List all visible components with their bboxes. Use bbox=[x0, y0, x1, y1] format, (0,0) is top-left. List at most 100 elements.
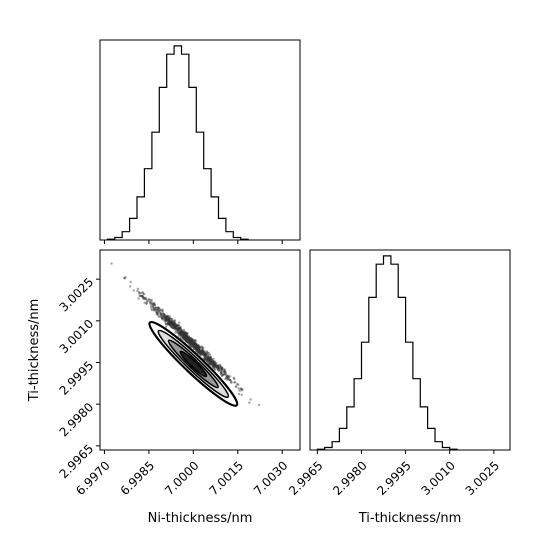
scatter-point bbox=[217, 366, 220, 370]
scatter-point bbox=[213, 361, 216, 364]
scatter-point bbox=[174, 326, 178, 329]
scatter-point bbox=[192, 342, 195, 345]
scatter-point bbox=[180, 332, 183, 335]
scatter-point bbox=[189, 341, 192, 344]
scatter-point bbox=[150, 298, 153, 302]
scatter-point bbox=[184, 339, 188, 342]
scatter-point bbox=[182, 334, 186, 338]
scatter-point bbox=[205, 360, 209, 363]
scatter-point bbox=[212, 361, 215, 364]
scatter-point bbox=[186, 332, 189, 335]
scatter-point bbox=[167, 317, 170, 320]
scatter-point bbox=[147, 299, 150, 303]
scatter-point bbox=[189, 337, 192, 340]
scatter-point bbox=[141, 296, 145, 300]
scatter-point bbox=[199, 350, 202, 354]
ni-histogram-bin bbox=[159, 87, 166, 240]
scatter-point bbox=[184, 335, 187, 338]
scatter-point bbox=[181, 332, 185, 335]
scatter-point bbox=[187, 341, 190, 344]
scatter-point bbox=[199, 349, 203, 352]
scatter-point bbox=[189, 341, 192, 344]
scatter-point bbox=[182, 337, 186, 340]
scatter-point bbox=[215, 365, 218, 368]
scatter-point bbox=[181, 337, 185, 340]
scatter-point bbox=[169, 322, 173, 325]
scatter-point bbox=[179, 332, 182, 336]
scatter-point bbox=[191, 339, 194, 342]
scatter-point bbox=[153, 303, 156, 307]
scatter-point bbox=[205, 355, 209, 359]
scatter-point bbox=[190, 341, 194, 344]
scatter-point bbox=[177, 324, 181, 327]
scatter-point bbox=[171, 324, 174, 327]
scatter-point bbox=[168, 320, 172, 324]
scatter-point bbox=[209, 362, 213, 365]
scatter-point bbox=[209, 355, 212, 358]
scatter-point bbox=[207, 356, 210, 359]
scatter-point bbox=[184, 338, 187, 342]
scatter-point bbox=[176, 330, 179, 333]
scatter-point bbox=[223, 368, 226, 372]
scatter-point bbox=[211, 363, 214, 366]
scatter-point bbox=[196, 345, 199, 348]
scatter-point bbox=[163, 314, 167, 317]
scatter-point bbox=[185, 334, 188, 338]
scatter-point bbox=[187, 342, 190, 345]
scatter-point bbox=[173, 322, 177, 325]
scatter-point bbox=[195, 346, 198, 349]
scatter-point bbox=[190, 341, 194, 345]
scatter-point bbox=[188, 341, 191, 344]
scatter-point bbox=[197, 347, 200, 350]
ni-histogram-frame bbox=[99, 39, 301, 241]
scatter-point bbox=[178, 330, 181, 333]
scatter-point bbox=[186, 335, 189, 338]
scatter-point bbox=[165, 317, 169, 320]
scatter-point bbox=[193, 339, 196, 343]
scatter-point bbox=[172, 323, 176, 327]
scatter-point bbox=[173, 322, 176, 326]
scatter-point bbox=[238, 389, 241, 392]
scatter-point bbox=[182, 331, 185, 334]
scatter-point bbox=[212, 365, 216, 368]
scatter-point bbox=[209, 362, 212, 366]
scatter-point bbox=[219, 372, 223, 375]
scatter-point bbox=[183, 333, 186, 336]
scatter-point bbox=[194, 350, 198, 353]
scatter-point bbox=[203, 351, 206, 355]
scatter-point bbox=[202, 353, 206, 356]
scatter-point bbox=[142, 292, 146, 296]
scatter-point bbox=[220, 368, 223, 371]
scatter-point bbox=[178, 327, 181, 330]
scatter-point bbox=[199, 353, 202, 356]
scatter-point bbox=[184, 336, 187, 339]
scatter-point bbox=[226, 377, 229, 380]
scatter-point bbox=[215, 363, 218, 367]
scatter-point bbox=[193, 344, 197, 348]
scatter-point bbox=[206, 356, 209, 359]
scatter-point bbox=[194, 342, 198, 346]
scatter-point bbox=[184, 337, 187, 340]
scatter-point bbox=[211, 360, 214, 363]
scatter-point bbox=[257, 403, 261, 407]
scatter-point bbox=[203, 351, 206, 354]
scatter-point bbox=[167, 318, 170, 322]
scatter-point bbox=[185, 339, 188, 342]
scatter-point bbox=[195, 344, 198, 348]
scatter-point bbox=[206, 358, 210, 362]
scatter-point bbox=[188, 340, 191, 344]
scatter-point bbox=[173, 323, 176, 326]
scatter-point bbox=[160, 315, 163, 319]
scatter-point bbox=[158, 311, 162, 314]
scatter-point bbox=[213, 368, 217, 371]
scatter-point bbox=[139, 294, 143, 298]
scatter-point bbox=[226, 375, 229, 378]
scatter-point bbox=[169, 317, 173, 320]
ti-histogram-bin bbox=[398, 297, 405, 450]
scatter-point bbox=[154, 308, 157, 312]
scatter-point bbox=[166, 319, 169, 322]
scatter-point bbox=[207, 358, 211, 361]
scatter-point bbox=[208, 359, 212, 362]
scatter-point bbox=[208, 362, 212, 365]
